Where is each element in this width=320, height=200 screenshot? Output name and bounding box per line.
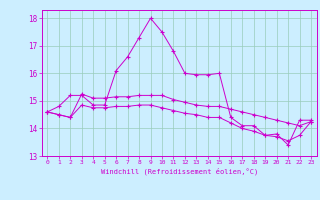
X-axis label: Windchill (Refroidissement éolien,°C): Windchill (Refroidissement éolien,°C): [100, 168, 258, 175]
